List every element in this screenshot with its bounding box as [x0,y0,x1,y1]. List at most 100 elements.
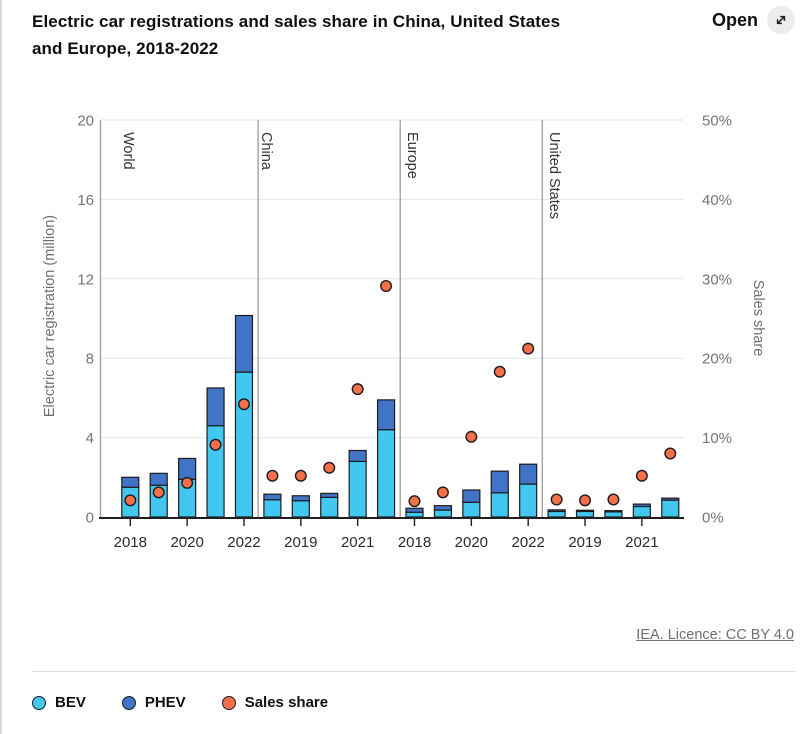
bar-phev [661,497,680,501]
bar-phev [348,449,367,463]
sales-share-dot [664,447,677,460]
right-axis-tick: 40% [702,192,732,209]
x-axis-year-label: 2022 [227,534,260,551]
panel-label-0: World [120,132,136,170]
sales-share-dot [408,495,421,508]
x-axis-year-label: 2019 [568,534,601,551]
left-axis-tick: 20 [77,113,94,130]
bar-bev [632,505,651,518]
bar-phev [376,399,396,431]
bar-bev [433,509,453,518]
sales-share-dot [351,383,364,396]
right-axis-tick: 10% [702,430,732,447]
legend-item-sales-share[interactable]: Sales share [221,694,329,711]
left-axis-title: Electric car registration (million) [42,215,58,417]
bar-bev [547,510,566,518]
left-axis-tick: 4 [86,430,94,447]
sales-share-dot [465,430,478,443]
right-axis-tick: 50% [702,113,732,130]
bar-phev [462,489,481,503]
left-axis-tick: 8 [86,351,94,368]
bar-bev [405,511,424,518]
sales-share-dot [237,398,250,411]
legend-item-phev[interactable]: PHEV [121,694,186,711]
sales-share-dot [380,279,393,292]
bar-phev [263,493,282,501]
x-axis-year-label: 2021 [625,534,658,551]
panel-label-3: United States [546,132,562,219]
phev-swatch-icon [121,695,136,710]
bar-phev [519,463,538,485]
bar-bev [348,460,367,518]
sales-share-dot [579,494,592,507]
sales-share-dot [607,493,620,506]
right-axis-tick: 20% [702,351,732,368]
left-axis-tick: 0 [86,510,94,527]
x-axis-year-label: 2019 [284,534,317,551]
x-axis-year-label: 2020 [170,534,203,551]
bar-phev [604,510,623,513]
sales-share-swatch-icon [221,695,236,710]
sales-share-dot [181,476,194,489]
sales-share-dot [124,494,137,507]
sales-share-dot [522,342,535,355]
sales-share-dot [152,486,165,499]
bar-bev [490,492,509,518]
bar-phev [433,505,453,511]
left-axis-tick: 16 [77,192,94,209]
bar-bev [320,496,339,518]
legend-label-bev: BEV [55,694,86,711]
x-axis-year-label: 2018 [114,534,147,551]
footer-divider [32,671,795,672]
bar-phev [490,470,509,494]
x-axis-year-label: 2022 [511,534,544,551]
bar-bev [462,501,481,518]
bar-bev [575,510,595,518]
sales-share-dot [493,365,506,378]
sales-share-dot [436,486,449,499]
chart-title-line2: and Europe, 2018-2022 [32,39,219,58]
bar-bev [661,499,680,518]
panel-label-2: Europe [404,132,420,179]
right-axis-title: Sales share [750,280,766,357]
legend: BEV PHEV Sales share [32,694,328,711]
bar-phev [291,495,310,502]
sales-share-dot [550,493,563,506]
expand-icon[interactable] [767,6,795,34]
x-axis-year-label: 2021 [341,534,374,551]
open-button[interactable]: Open [712,6,795,34]
sales-share-dot [635,469,648,482]
right-axis-tick: 0% [702,510,724,527]
panel-label-1: China [258,132,274,171]
legend-label-phev: PHEV [144,694,186,711]
chart-canvas: 0 4 8 12 16 20 0% 10% 20% 30% 40% 50% Electric car r… [2,90,808,570]
x-axis-year-label: 2018 [398,534,431,551]
bar-phev [320,492,339,498]
bar-bev [263,499,282,518]
bar-bev [234,371,254,518]
left-axis-tick: 12 [77,271,94,288]
open-button-label: Open [711,9,758,30]
licence-link[interactable]: IEA. Licence: CC BY 4.0 [636,627,794,643]
sales-share-dot [266,469,279,482]
bar-bev [604,511,623,518]
bev-swatch-icon [32,695,46,710]
bar-phev [632,503,651,508]
bar-bev [376,429,396,518]
bar-phev [149,472,168,486]
bar-phev [547,509,566,513]
chart-title: Electric car registrations and sales sha… [32,8,672,62]
legend-item-bev[interactable]: BEV [32,694,86,711]
x-axis-year-label: 2020 [455,534,488,551]
chart-title-line1: Electric car registrations and sales sha… [32,12,561,31]
bar-phev [405,507,424,513]
bar-phev [121,476,140,488]
sales-share-dot [294,469,307,482]
bar-phev [575,509,595,513]
bar-phev [178,457,197,480]
bar-bev [291,500,310,518]
sales-share-dot [209,438,222,451]
bar-bev [519,483,538,518]
legend-label-sales-share: Sales share [244,694,329,711]
